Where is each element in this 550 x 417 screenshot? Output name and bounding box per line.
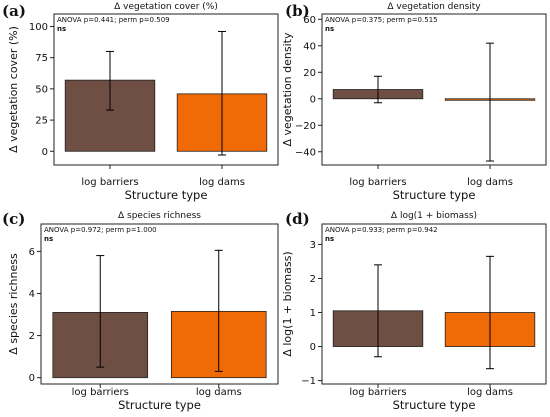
x-tick-label: log barriers	[72, 387, 129, 398]
y-tick-label: 50	[35, 84, 48, 95]
panel-letter: (d)	[285, 210, 310, 228]
significance-label: ns	[325, 25, 334, 33]
y-tick-label: 100	[29, 22, 48, 33]
y-tick-label: 2	[310, 274, 316, 285]
panel-title: Δ vegetation cover (%)	[114, 2, 218, 12]
y-tick-label: 75	[35, 53, 48, 64]
y-tick-label: 4	[29, 289, 35, 300]
y-axis-label: Δ species richness	[7, 253, 20, 355]
y-tick-label: 60	[303, 15, 316, 26]
y-tick-label: 1	[310, 308, 316, 319]
y-axis-label: Δ vegetation density	[281, 32, 294, 146]
panel-letter: (c)	[2, 210, 25, 228]
x-tick-label: log dams	[467, 387, 513, 398]
x-tick-label: log dams	[467, 177, 513, 188]
panel-title: Δ log(1 + biomass)	[391, 211, 477, 221]
y-tick-label: 40	[303, 41, 316, 52]
y-tick-label: −20	[295, 121, 316, 132]
plot-frame	[321, 13, 547, 166]
panel-c: (c) Δ species richness 0 2 4 6 log barriers log…	[2, 210, 279, 412]
x-axis-label: Structure type	[125, 188, 208, 202]
y-tick-label: 3	[310, 240, 316, 251]
y-tick-label: 0	[310, 94, 316, 105]
y-axis-label: Δ log(1 + biomass)	[281, 251, 294, 356]
y-tick-label: 0	[42, 147, 48, 158]
y-tick-label: −40	[295, 147, 316, 158]
panel-letter: (a)	[2, 2, 26, 20]
y-tick-label: 20	[303, 68, 316, 79]
y-tick-label: 0	[29, 373, 35, 384]
y-axis-label: Δ vegetation cover (%)	[7, 26, 20, 153]
stats-annotation: ANOVA p=0.441; perm p=0.509	[57, 16, 170, 24]
panel-a: (a) Δ vegetation cover (%) 0 25 50 75 100 log b…	[2, 2, 279, 202]
panel-title: Δ species richness	[118, 211, 201, 221]
stats-annotation: ANOVA p=0.933; perm p=0.942	[325, 226, 438, 234]
significance-label: ns	[44, 235, 53, 243]
panel-b: (b) Δ vegetation density−40−200204060log …	[281, 2, 547, 202]
x-tick-label: log barriers	[81, 177, 138, 188]
x-axis-label: Structure type	[393, 188, 476, 202]
stats-annotation: ANOVA p=0.972; perm p=1.000	[44, 226, 157, 234]
x-tick-label: log barriers	[349, 387, 406, 398]
stats-annotation: ANOVA p=0.375; perm p=0.515	[325, 16, 438, 24]
x-axis-label: Structure type	[393, 398, 476, 412]
panel-letter: (b)	[285, 2, 310, 20]
y-tick-label: −1	[301, 376, 316, 387]
plot-frame	[53, 13, 279, 166]
x-tick-label: log dams	[196, 387, 242, 398]
y-tick-label: 2	[29, 331, 35, 342]
panel-title: Δ vegetation density	[387, 2, 481, 12]
plot-frame	[40, 223, 279, 385]
x-tick-label: log barriers	[349, 177, 406, 188]
significance-label: ns	[57, 25, 66, 33]
y-tick-label: 6	[29, 247, 35, 258]
panel-d: (d) Δ log(1 + biomass) −1 0 1 2 3 log barriers l…	[281, 210, 547, 412]
plot-frame	[321, 223, 547, 385]
x-axis-label: Structure type	[118, 398, 201, 412]
y-tick-label: 0	[310, 342, 316, 353]
x-tick-label: log dams	[199, 177, 245, 188]
y-tick-label: 25	[35, 116, 48, 127]
significance-label: ns	[325, 235, 334, 243]
